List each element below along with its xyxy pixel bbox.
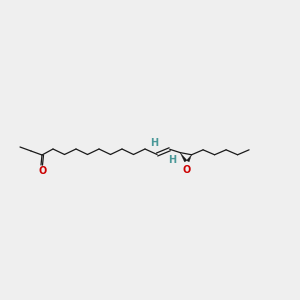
Text: H: H	[150, 139, 158, 148]
Text: O: O	[38, 166, 46, 176]
Text: H: H	[168, 155, 176, 165]
Polygon shape	[187, 155, 192, 162]
Text: O: O	[183, 165, 191, 175]
Polygon shape	[180, 153, 187, 162]
